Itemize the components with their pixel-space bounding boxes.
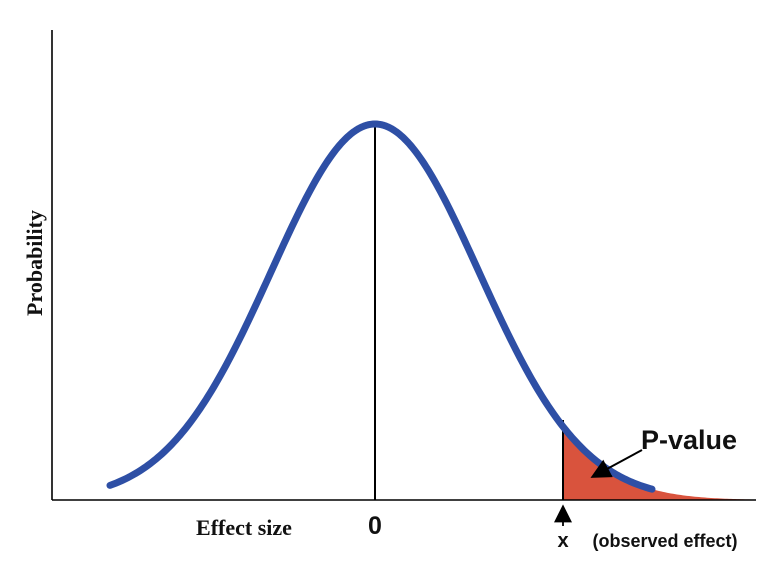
p-value-arrow <box>590 449 643 478</box>
x-axis-label: Effect size <box>196 515 292 540</box>
normal-distribution-curve <box>106 120 656 493</box>
center-value-label: 0 <box>368 512 382 540</box>
observed-effect-note: (observed effect) <box>592 531 737 551</box>
y-axis-label: Probability <box>22 210 47 316</box>
p-value-shaded-region <box>563 426 752 500</box>
p-value-label: P-value <box>641 425 737 455</box>
observed-x-label: x <box>557 530 568 552</box>
